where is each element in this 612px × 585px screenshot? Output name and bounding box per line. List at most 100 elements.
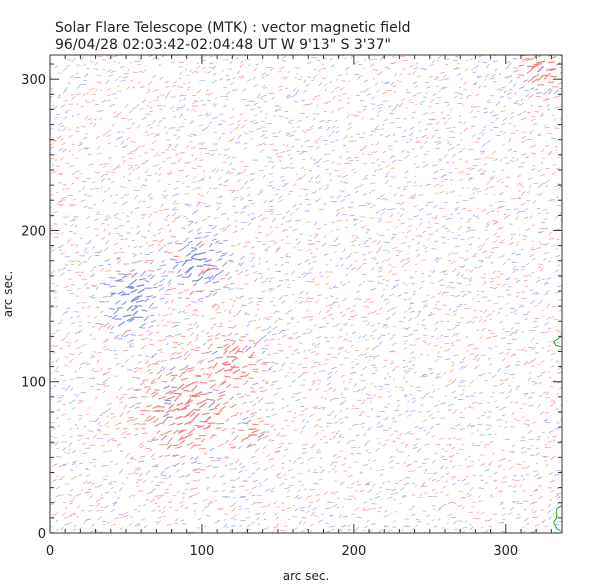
negative-field-vector [521, 291, 526, 293]
positive-field-vector [506, 351, 510, 355]
positive-field-vector [51, 164, 55, 167]
positive-field-vector [545, 179, 550, 184]
negative-field-vector [95, 234, 99, 237]
positive-field-vector [222, 184, 228, 187]
positive-field-vector [499, 88, 504, 92]
negative-field-vector [217, 176, 222, 181]
positive-field-vector [287, 337, 293, 339]
positive-field-vector [142, 432, 148, 434]
positive-field-vector [450, 260, 456, 265]
positive-field-vector [449, 179, 454, 182]
negative-field-vector [385, 416, 389, 420]
positive-field-vector [168, 127, 173, 130]
positive-field-vector [415, 524, 418, 528]
positive-field-vector [253, 461, 258, 464]
positive-field-vector [415, 253, 420, 258]
positive-field-vector [219, 113, 224, 116]
negative-field-vector [103, 218, 107, 221]
positive-field-vector [354, 507, 360, 511]
positive-field-vector [340, 263, 344, 267]
negative-field-vector [252, 479, 258, 483]
positive-field-vector [354, 526, 360, 532]
negative-field-vector [130, 227, 134, 229]
positive-field-vector [353, 297, 360, 301]
negative-field-vector [86, 362, 91, 366]
positive-field-vector [539, 114, 545, 117]
negative-field-vector [377, 110, 382, 113]
negative-field-vector [467, 237, 471, 240]
negative-field-vector [349, 378, 353, 381]
negative-field-vector [471, 68, 474, 71]
positive-field-vector [466, 173, 471, 176]
positive-field-vector [379, 71, 383, 74]
positive-field-vector [72, 218, 77, 221]
positive-field-vector [132, 254, 137, 258]
negative-field-vector [538, 132, 542, 136]
negative-field-vector [121, 300, 127, 306]
negative-field-vector [523, 508, 527, 511]
positive-field-vector [273, 114, 277, 117]
negative-field-vector [187, 220, 194, 223]
positive-field-vector [499, 392, 503, 395]
positive-field-vector [544, 145, 549, 147]
positive-field-vector [443, 269, 448, 274]
negative-field-vector [208, 176, 212, 179]
negative-field-vector [466, 320, 472, 324]
positive-field-vector [220, 277, 226, 280]
positive-field-vector [53, 210, 58, 214]
negative-field-vector [132, 149, 137, 153]
negative-field-vector [377, 164, 382, 167]
positive-field-vector [208, 379, 216, 382]
positive-field-vector [345, 73, 349, 75]
positive-field-vector [159, 482, 164, 484]
negative-field-vector [503, 90, 507, 94]
negative-field-vector [57, 135, 63, 139]
negative-field-vector [108, 277, 116, 279]
positive-field-vector [364, 174, 369, 178]
positive-field-vector [175, 469, 180, 473]
positive-field-vector [171, 407, 180, 412]
positive-field-vector [529, 494, 533, 497]
positive-field-vector [294, 412, 297, 415]
negative-field-vector [388, 105, 392, 108]
positive-field-vector [251, 429, 260, 434]
negative-field-vector [72, 528, 77, 532]
negative-field-vector [324, 336, 329, 339]
positive-field-vector [149, 127, 153, 129]
negative-field-vector [435, 423, 440, 425]
positive-field-vector [491, 220, 498, 222]
positive-field-vector [205, 415, 211, 422]
negative-field-vector [94, 218, 98, 221]
positive-field-vector [486, 336, 492, 340]
positive-field-vector [199, 359, 205, 365]
positive-field-vector [520, 407, 523, 410]
positive-field-vector [524, 361, 529, 365]
negative-field-vector [104, 371, 110, 375]
positive-field-vector [137, 367, 143, 370]
positive-field-vector [287, 469, 293, 472]
positive-field-vector [421, 259, 427, 261]
negative-field-vector [312, 281, 316, 284]
positive-field-vector [290, 162, 293, 166]
negative-field-vector [509, 223, 513, 225]
negative-field-vector [126, 305, 133, 311]
positive-field-vector [68, 149, 72, 153]
negative-field-vector [211, 273, 218, 280]
negative-field-vector [135, 295, 143, 299]
negative-field-vector [231, 189, 236, 194]
positive-field-vector [202, 170, 206, 173]
positive-field-vector [237, 123, 241, 127]
positive-field-vector [427, 274, 432, 278]
negative-field-vector [362, 108, 367, 112]
negative-field-vector [145, 159, 149, 162]
negative-field-vector [139, 252, 143, 255]
negative-field-vector [96, 509, 100, 512]
negative-field-vector [130, 288, 138, 294]
positive-field-vector [133, 423, 140, 425]
positive-field-vector [372, 483, 376, 488]
negative-field-vector [123, 515, 129, 517]
positive-field-vector [221, 427, 228, 432]
positive-field-vector [131, 417, 138, 421]
negative-field-vector [499, 320, 504, 324]
positive-field-vector [236, 422, 242, 425]
